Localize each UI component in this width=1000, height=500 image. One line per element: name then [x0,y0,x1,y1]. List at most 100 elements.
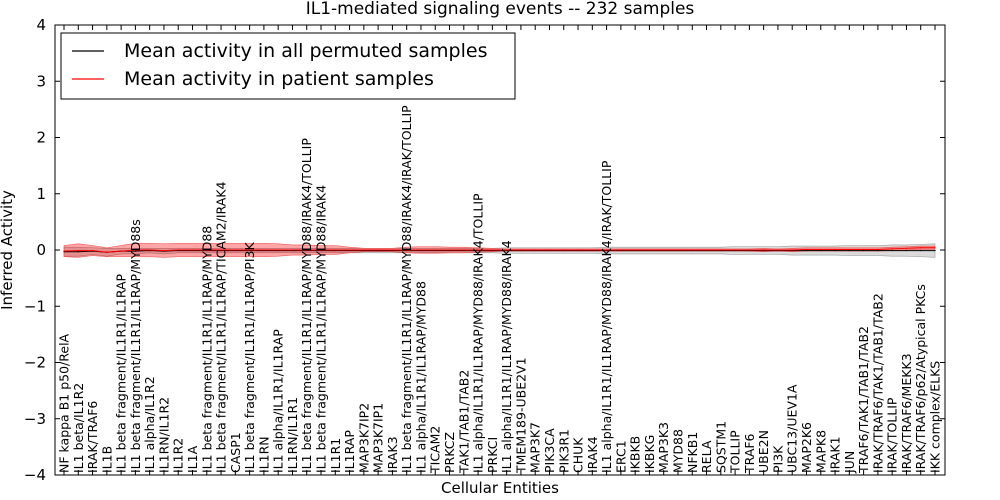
point-series-2-61 [934,247,936,249]
legend-label-2: Mean activity in patient samples [124,68,434,90]
x-tick-label: TMEM189-UBE2V1 [513,357,528,474]
x-tick-label: MAP3K3 [656,422,671,473]
x-tick-label: IL1RAP [342,430,357,473]
x-tick-label: PIK3CA [542,428,557,473]
x-tick-label: CASP1 [228,432,243,473]
x-tick-label: IRAK3 [385,436,400,473]
point-series-1-1 [77,251,79,253]
point-series-2-32 [520,249,522,251]
point-series-1-60 [920,249,922,252]
x-axis-label: Cellular Entities [441,479,559,497]
y-tick-label: 2 [36,129,46,147]
y-tick-label: −1 [24,297,46,315]
legend-box [60,32,516,100]
x-tick-label: IL1 beta fragment/IL1R1/IL1RAP/PI3K [242,242,257,473]
point-series-2-36 [577,249,579,251]
point-series-1-55 [848,249,850,252]
x-tick-label: JUN [842,451,857,474]
point-series-2-3 [106,251,108,253]
point-series-2-30 [491,249,493,251]
point-series-2-11 [220,249,222,251]
x-tick-label: IRAK1 [828,436,843,473]
x-tick-label: TOLLIP [728,430,743,474]
point-series-2-39 [620,249,622,251]
point-series-2-0 [63,250,65,252]
point-series-2-18 [320,249,322,251]
point-series-2-38 [605,249,608,251]
y-tick-label: −3 [24,410,46,428]
x-tick-label: IL1A [185,445,200,473]
point-series-2-5 [134,249,136,251]
x-tick-label: IRAK/TRAF6/TAK1/TAB1/TAB2 [870,293,885,473]
x-tick-label: MAP3K7IP2 [356,403,371,473]
x-tick-label: IRAK/TRAF6/MEKK3 [899,353,914,473]
point-series-1-5 [134,250,136,252]
point-series-2-20 [348,249,351,251]
y-axis-label: Inferred Activity [0,190,16,310]
x-tick-label: NF kappa B1 p50/RelA [57,333,72,473]
x-tick-label: IL1R1 [328,438,343,473]
point-series-2-14 [263,249,265,251]
point-series-2-47 [734,249,736,251]
point-series-2-43 [677,249,679,251]
x-tick-label: PIK3R1 [556,429,571,473]
point-series-2-29 [477,249,479,251]
x-tick-label: MYD88 [670,429,685,473]
x-tick-label: IKBKG [642,435,657,473]
point-series-2-2 [91,249,94,252]
point-series-2-34 [548,249,551,251]
point-series-2-56 [863,248,865,251]
point-series-1-59 [905,249,908,252]
x-tick-label: MAP3K7IP1 [371,403,386,473]
x-tick-label: TRAF6/TAK1/TAB1/TAB2 [856,326,871,474]
x-tick-label: IKBKB [628,436,643,473]
x-tick-label: CHUK [571,437,586,473]
point-series-2-31 [506,249,508,251]
point-series-1-53 [820,249,822,252]
point-series-2-33 [534,249,536,251]
point-series-2-48 [748,249,750,251]
x-tick-label: IL1 alpha/IL1R2 [142,376,157,473]
x-tick-label: IL1 beta fragment/IL1R1/IL1RAP/MYD88/IRA… [399,105,414,473]
point-series-2-53 [820,248,822,251]
point-series-2-26 [434,249,436,251]
point-series-2-27 [448,249,451,251]
point-series-2-21 [363,249,365,251]
x-tick-label: IL1 beta fragment/IL1R1/IL1RAP/MYD88/IRA… [314,185,329,473]
point-series-2-1 [77,249,79,252]
x-tick-label: UBC13/UEV1A [785,384,800,473]
point-series-2-42 [663,249,665,251]
x-tick-label: TRAF6 [742,433,757,474]
point-series-2-58 [891,248,893,250]
x-tick-label: PRKCI [485,437,500,473]
x-tick-label: MAP2K6 [799,422,814,473]
x-tick-label: IL1 beta fragment/IL1R1/IL1RAP/MYD88/IRA… [299,138,314,473]
y-tick-label: 1 [36,185,46,203]
y-tick-label: 3 [36,72,46,90]
point-series-2-44 [691,249,693,251]
x-tick-label: TICAM2 [428,426,443,474]
point-series-2-9 [191,249,194,251]
y-tick-label: −2 [24,354,46,372]
point-series-2-10 [206,249,208,251]
x-tick-label: PI3K [770,445,785,473]
line-series-2 [63,247,935,253]
point-series-1-52 [805,249,808,252]
x-tick-label: SQSTM1 [713,421,728,473]
x-tick-label: IL1B [99,446,114,473]
point-series-2-23 [391,249,394,251]
x-tick-label: NFKB1 [685,432,700,473]
x-tick-label: IRAK/TRAF6 [85,401,100,473]
point-series-2-12 [234,249,236,251]
point-series-2-25 [420,249,422,251]
x-tick-label: IL1 alpha/IL1R1/IL1RAP/MYD88/IRAK4 [499,240,514,473]
x-tick-label: IL1R2 [171,438,186,473]
point-series-2-40 [634,249,636,251]
point-series-2-52 [805,248,808,251]
y-tick-label: 0 [36,241,46,259]
x-tick-label: IL1RN/IL1R2 [156,397,171,473]
point-series-2-19 [334,249,336,251]
point-series-2-28 [463,249,465,251]
x-tick-label: IL1 beta fragment/IL1R1/IL1RAP/MYD88 [199,226,214,473]
